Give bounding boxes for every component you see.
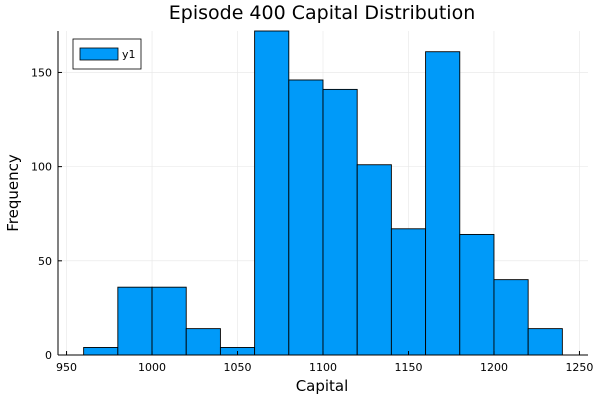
- bars: [83, 30, 563, 356]
- y-axis-label: Frequency: [4, 154, 22, 232]
- legend-label-y1: y1: [122, 48, 136, 61]
- histogram-bar: [185, 328, 221, 356]
- histogram-bar: [151, 286, 187, 356]
- y-ticks: 0 50 100 150: [31, 66, 62, 362]
- histogram-bar: [425, 51, 461, 356]
- x-tick-label: 1100: [309, 361, 337, 374]
- x-tick-label: 1250: [565, 361, 593, 374]
- y-tick-label: 100: [31, 161, 52, 174]
- histogram-bar: [459, 233, 495, 356]
- x-tick-label: 1200: [480, 361, 508, 374]
- x-tick-label: 950: [56, 361, 77, 374]
- x-axis-label: Capital: [296, 377, 349, 395]
- histogram-bar: [527, 328, 563, 356]
- y-tick-label: 0: [45, 349, 52, 362]
- histogram-bar: [390, 228, 427, 356]
- legend: y1: [72, 38, 142, 70]
- histogram-bar: [117, 286, 153, 356]
- y-tick-label: 150: [31, 66, 52, 79]
- x-tick-label: 1050: [224, 361, 252, 374]
- legend-swatch: [79, 47, 119, 61]
- x-tick-label: 1150: [394, 361, 422, 374]
- histogram-bar: [356, 164, 392, 356]
- x-tick-label: 1000: [138, 361, 166, 374]
- histogram-bar: [83, 347, 119, 356]
- histogram-bar: [322, 88, 358, 356]
- histogram-bar: [288, 79, 324, 356]
- histogram-bar: [254, 30, 290, 356]
- y-tick-label: 50: [38, 255, 52, 268]
- histogram-bar: [493, 279, 529, 356]
- chart-title: Episode 400 Capital Distribution: [169, 2, 475, 24]
- x-ticks: 950 1000 1050 1100 1150 1200 1250: [56, 351, 593, 374]
